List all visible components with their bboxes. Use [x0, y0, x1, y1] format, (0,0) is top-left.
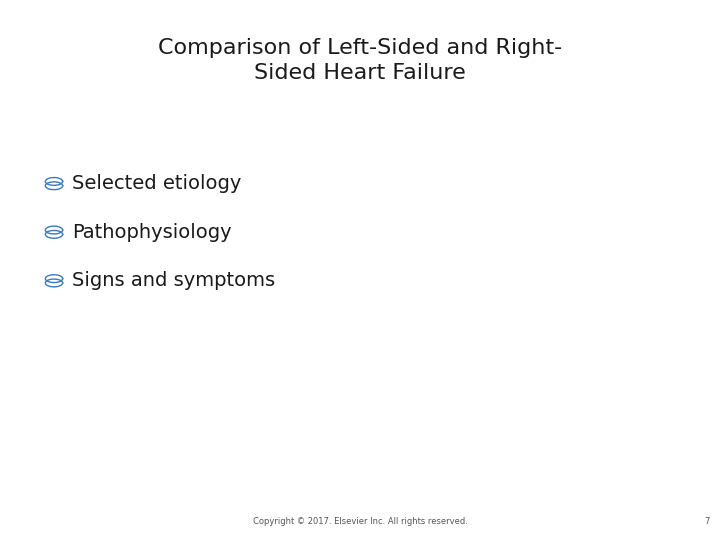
Text: 7: 7 [704, 517, 709, 526]
Text: Signs and symptoms: Signs and symptoms [72, 271, 275, 291]
Text: Comparison of Left-Sided and Right-
Sided Heart Failure: Comparison of Left-Sided and Right- Side… [158, 38, 562, 83]
Text: Copyright © 2017. Elsevier Inc. All rights reserved.: Copyright © 2017. Elsevier Inc. All righ… [253, 517, 467, 526]
Text: Selected etiology: Selected etiology [72, 174, 241, 193]
Text: Pathophysiology: Pathophysiology [72, 222, 232, 242]
